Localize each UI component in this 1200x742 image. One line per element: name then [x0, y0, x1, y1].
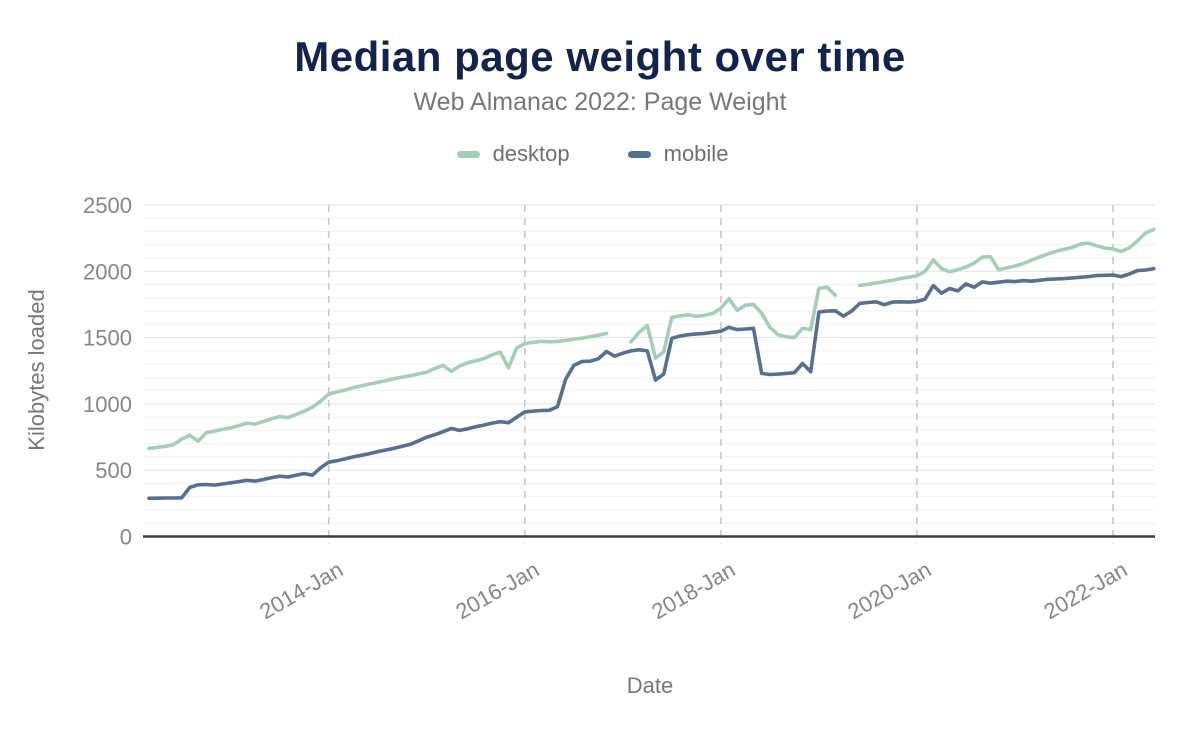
svg-text:1000: 1000 [83, 392, 132, 417]
svg-text:2016-Jan: 2016-Jan [451, 557, 543, 625]
svg-text:500: 500 [95, 458, 132, 483]
legend: desktop mobile [0, 143, 1185, 165]
desktop-swatch-icon [456, 150, 480, 158]
desktop-line [147, 227, 1156, 451]
legend-item-desktop: desktop [456, 141, 570, 166]
mobile-swatch-icon [627, 150, 651, 158]
chart-subtitle: Web Almanac 2022: Page Weight [413, 88, 787, 116]
x-axis-title: Date [627, 673, 673, 698]
svg-text:2020-Jan: 2020-Jan [843, 557, 935, 625]
svg-text:0: 0 [120, 525, 132, 550]
svg-text:2018-Jan: 2018-Jan [647, 557, 739, 625]
legend-item-mobile: mobile [627, 141, 729, 166]
chart-svg: 0 500 1000 1500 2000 2500 2014-Jan 2016-Jan 2018… [24, 193, 1156, 698]
mobile-line [147, 266, 1156, 501]
svg-text:2022-Jan: 2022-Jan [1040, 557, 1132, 625]
chart-area: 0 500 1000 1500 2000 2500 2014-Jan 2016-Jan 2018… [0, 180, 1200, 742]
svg-text:Kilobytes loaded: Kilobytes loaded [24, 289, 49, 450]
svg-text:1500: 1500 [83, 326, 132, 351]
y-axis-title: Kilobytes loaded [24, 289, 49, 450]
svg-text:2500: 2500 [83, 193, 132, 218]
svg-text:2014-Jan: 2014-Jan [255, 557, 347, 625]
svg-text:2000: 2000 [83, 259, 132, 284]
chart-title: Median page weight over time [294, 33, 906, 80]
y-tick-labels: 0 500 1000 1500 2000 2500 [83, 193, 132, 550]
x-tick-labels: 2014-Jan 2016-Jan 2018-Jan 2020-Jan 2022-Jan [255, 557, 1131, 625]
x-gridlines [327, 205, 1114, 544]
legend-label-mobile: mobile [663, 141, 729, 166]
legend-label-desktop: desktop [492, 141, 570, 166]
svg-text:Date: Date [627, 673, 673, 698]
